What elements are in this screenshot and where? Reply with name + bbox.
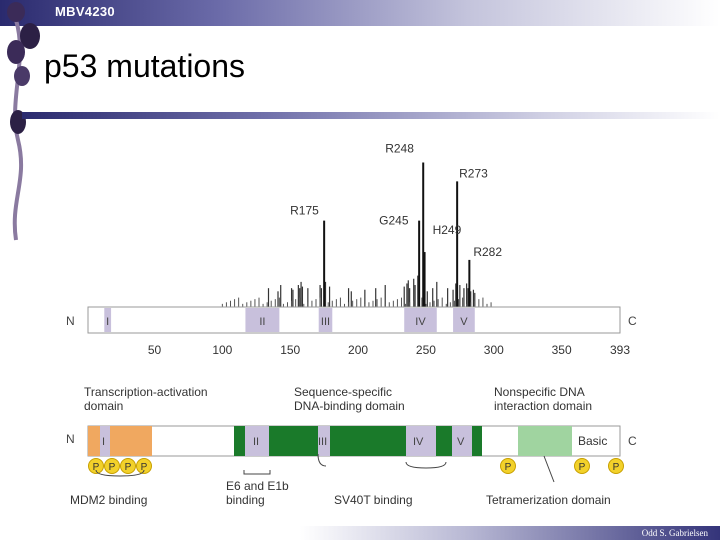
conserved-domain-3	[318, 308, 333, 332]
functional-domain-map: Transcription-activation domain Sequence-…	[66, 385, 637, 507]
conserved-domain-label-5: V	[460, 316, 468, 328]
conserved-domain-2	[245, 308, 280, 332]
domain-II-bottom-label: II	[253, 436, 259, 448]
title-underline	[22, 112, 720, 119]
nonspecific-label: Nonspecific DNA interaction domain	[494, 385, 592, 413]
hotspot-labels: R175 G245 R248 H249 R273 R282	[290, 142, 502, 259]
phospho-label-1: P	[93, 462, 100, 473]
bead-2	[20, 23, 40, 49]
phospho-label-4: P	[141, 462, 148, 473]
bead-3	[7, 40, 25, 64]
sv40-bracket-left	[317, 453, 327, 467]
tetramer-pointer	[543, 455, 555, 483]
phospho-label-2: P	[109, 462, 116, 473]
footer-bar	[300, 526, 720, 540]
mdm2-binding-label: MDM2 binding	[70, 493, 147, 507]
transactivation-label: Transcription-activation domain	[84, 385, 208, 413]
conserved-domain-label-3: III	[321, 316, 330, 328]
hotspot-label-h249: H249	[433, 223, 462, 237]
mutation-histogram	[221, 162, 492, 307]
sequence-specific-label: Sequence-specific DNA-binding domain	[294, 385, 405, 413]
codon-tick-300: 300	[484, 343, 504, 357]
phospho-site-5	[500, 458, 516, 474]
transactivation-domain	[88, 426, 152, 456]
domain-V-bottom-label: V	[457, 436, 465, 448]
phospho-label-7: P	[613, 462, 620, 473]
phospho-site-3	[120, 458, 136, 474]
hotspot-label-r175: R175	[290, 204, 319, 218]
basic-region-label: Basic	[578, 434, 607, 448]
bead-4	[14, 66, 30, 86]
codon-axis: 50 100 150 200 250 300 350 393	[148, 343, 631, 357]
c-terminus-label-bottom: C	[628, 434, 637, 448]
course-code: MBV4230	[55, 4, 115, 19]
mdm2-bracket	[95, 469, 145, 477]
domain-II-bottom	[245, 426, 269, 456]
tetramerization-domain	[518, 426, 572, 456]
header-bar: MBV4230	[0, 0, 720, 26]
dna-binding-domain	[234, 426, 482, 456]
hotspot-label-r273: R273	[459, 166, 488, 180]
phospho-site-4	[136, 458, 152, 474]
phospho-label-6: P	[579, 462, 586, 473]
codon-tick-50: 50	[148, 343, 162, 357]
author-credit: Odd S. Gabrielsen	[641, 528, 708, 538]
conserved-domain-label-1: I	[106, 316, 109, 328]
hotspot-label-r248: R248	[385, 142, 414, 156]
conserved-domain-4	[404, 308, 437, 332]
domain-I-bottom-label: I	[102, 436, 105, 448]
slide-title: p53 mutations	[44, 48, 246, 84]
conserved-domain-label-4: IV	[415, 316, 426, 328]
protein-bar	[87, 306, 621, 334]
conserved-domain-1	[104, 308, 112, 332]
hotspot-label-r282: R282	[473, 245, 502, 259]
phospho-label-5: P	[505, 462, 512, 473]
sv40t-binding-label: SV40T binding	[334, 493, 413, 507]
conserved-domain-label-2: II	[259, 316, 265, 328]
phospho-site-1	[88, 458, 104, 474]
codon-tick-250: 250	[416, 343, 436, 357]
conserved-domain-map: N I II III IV V C 50 100 150 200 250 300 350 393	[66, 306, 637, 357]
phospho-site-7	[608, 458, 624, 474]
sv40-bracket-right	[405, 461, 447, 469]
e6-bracket	[243, 470, 271, 475]
domain-V-bottom	[452, 426, 472, 456]
domain-IV-bottom	[406, 426, 436, 456]
bead-1	[7, 2, 25, 22]
domain-I-bottom	[100, 426, 110, 456]
phospho-site-6	[574, 458, 590, 474]
codon-tick-200: 200	[348, 343, 368, 357]
codon-tick-150: 150	[280, 343, 300, 357]
conserved-domains: I II III IV V	[104, 308, 475, 332]
domain-IV-bottom-label: IV	[413, 436, 424, 448]
e6-binding-label: E6 and E1b binding	[226, 479, 289, 507]
hotspot-label-g245: G245	[379, 214, 409, 228]
codon-tick-100: 100	[212, 343, 232, 357]
tetramerization-label: Tetramerization domain	[486, 493, 611, 507]
c-terminus-label: C	[628, 314, 637, 328]
conserved-domain-5	[453, 308, 475, 332]
codon-tick-350: 350	[552, 343, 572, 357]
n-terminus-label: N	[66, 314, 75, 328]
domain-III-bottom-label: III	[318, 436, 327, 448]
codon-tick-393: 393	[610, 343, 630, 357]
domain-III-bottom	[318, 426, 330, 456]
phospho-site-2	[104, 458, 120, 474]
decorative-beads	[7, 2, 40, 241]
n-terminus-label-bottom: N	[66, 432, 75, 446]
phospho-label-3: P	[125, 462, 132, 473]
